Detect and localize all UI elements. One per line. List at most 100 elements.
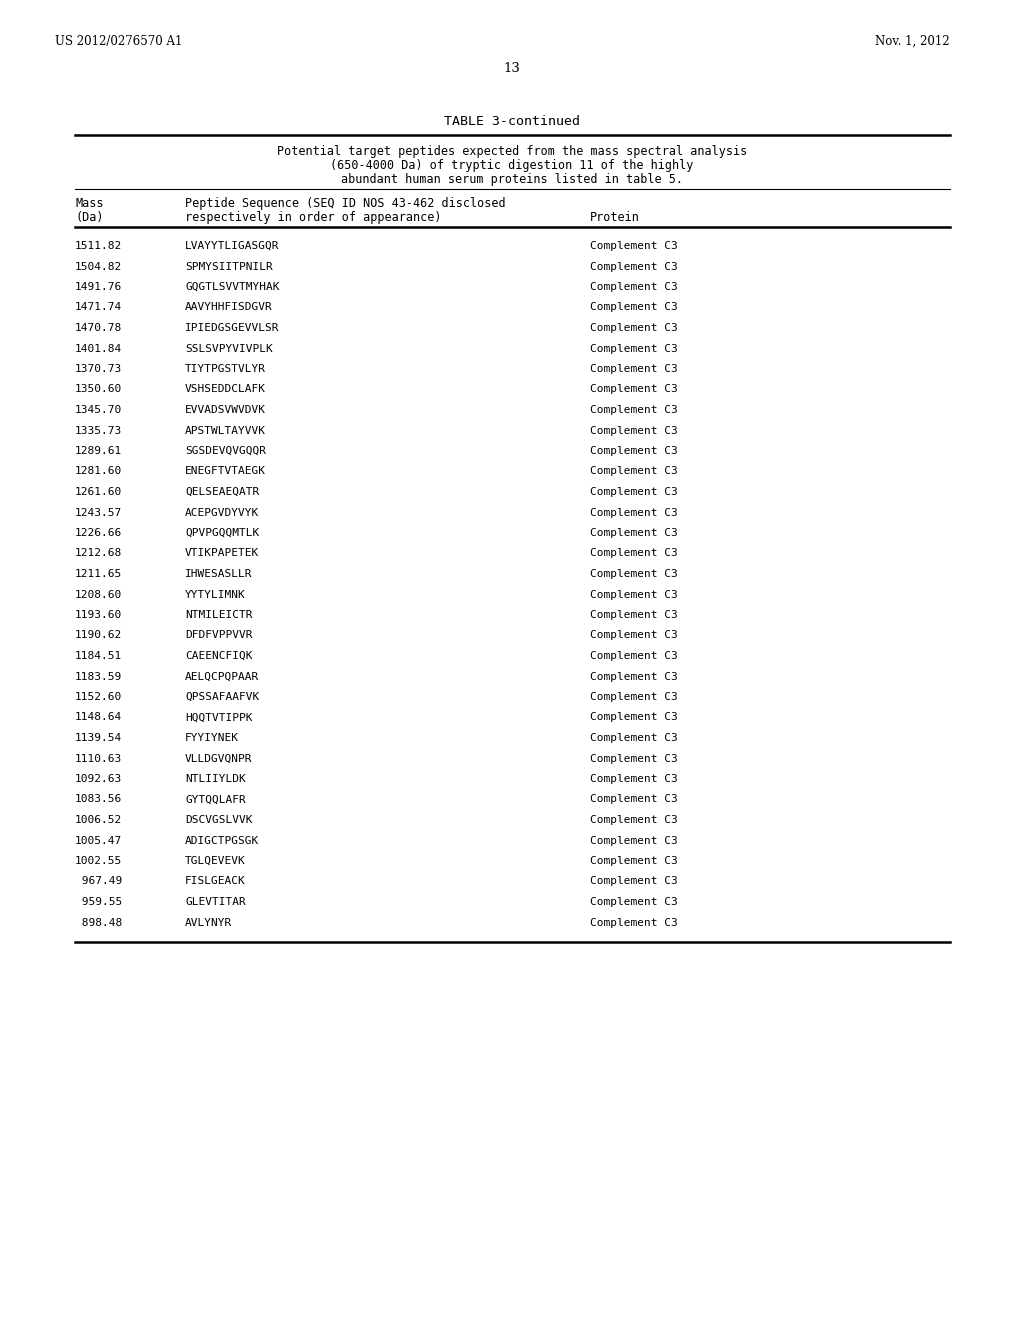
Text: Complement C3: Complement C3: [590, 405, 678, 414]
Text: Complement C3: Complement C3: [590, 692, 678, 702]
Text: SPMYSIITPNILR: SPMYSIITPNILR: [185, 261, 272, 272]
Text: Complement C3: Complement C3: [590, 384, 678, 395]
Text: EVVADSVWVDVK: EVVADSVWVDVK: [185, 405, 266, 414]
Text: NTMILEICTR: NTMILEICTR: [185, 610, 253, 620]
Text: Potential target peptides expected from the mass spectral analysis: Potential target peptides expected from …: [276, 145, 748, 158]
Text: FYYIYNEK: FYYIYNEK: [185, 733, 239, 743]
Text: DFDFVPPVVR: DFDFVPPVVR: [185, 631, 253, 640]
Text: Complement C3: Complement C3: [590, 549, 678, 558]
Text: 898.48: 898.48: [75, 917, 122, 928]
Text: 1281.60: 1281.60: [75, 466, 122, 477]
Text: AVLYNYR: AVLYNYR: [185, 917, 232, 928]
Text: SSLSVPYVIVPLK: SSLSVPYVIVPLK: [185, 343, 272, 354]
Text: Complement C3: Complement C3: [590, 672, 678, 681]
Text: DSCVGSLVVK: DSCVGSLVVK: [185, 814, 253, 825]
Text: 1139.54: 1139.54: [75, 733, 122, 743]
Text: Complement C3: Complement C3: [590, 446, 678, 455]
Text: (Da): (Da): [75, 211, 103, 224]
Text: 1401.84: 1401.84: [75, 343, 122, 354]
Text: ADIGCTPGSGK: ADIGCTPGSGK: [185, 836, 259, 846]
Text: Complement C3: Complement C3: [590, 795, 678, 804]
Text: Complement C3: Complement C3: [590, 425, 678, 436]
Text: 1350.60: 1350.60: [75, 384, 122, 395]
Text: Complement C3: Complement C3: [590, 282, 678, 292]
Text: Complement C3: Complement C3: [590, 836, 678, 846]
Text: VTIKPAPETEK: VTIKPAPETEK: [185, 549, 259, 558]
Text: 959.55: 959.55: [75, 898, 122, 907]
Text: 1511.82: 1511.82: [75, 242, 122, 251]
Text: QPVPGQQMTLK: QPVPGQQMTLK: [185, 528, 259, 539]
Text: LVAYYTLIGASGQR: LVAYYTLIGASGQR: [185, 242, 280, 251]
Text: TGLQEVEVK: TGLQEVEVK: [185, 855, 246, 866]
Text: Complement C3: Complement C3: [590, 261, 678, 272]
Text: Complement C3: Complement C3: [590, 590, 678, 599]
Text: APSTWLTAYVVK: APSTWLTAYVVK: [185, 425, 266, 436]
Text: Complement C3: Complement C3: [590, 733, 678, 743]
Text: 1370.73: 1370.73: [75, 364, 122, 374]
Text: AELQCPQPAAR: AELQCPQPAAR: [185, 672, 259, 681]
Text: ENEGFTVTAEGK: ENEGFTVTAEGK: [185, 466, 266, 477]
Text: QPSSAFAAFVK: QPSSAFAAFVK: [185, 692, 259, 702]
Text: 1005.47: 1005.47: [75, 836, 122, 846]
Text: 13: 13: [504, 62, 520, 75]
Text: TIYTPGSTVLYR: TIYTPGSTVLYR: [185, 364, 266, 374]
Text: QELSEAEQATR: QELSEAEQATR: [185, 487, 259, 498]
Text: 1504.82: 1504.82: [75, 261, 122, 272]
Text: 1491.76: 1491.76: [75, 282, 122, 292]
Text: VSHSEDDCLAFK: VSHSEDDCLAFK: [185, 384, 266, 395]
Text: Complement C3: Complement C3: [590, 754, 678, 763]
Text: Complement C3: Complement C3: [590, 242, 678, 251]
Text: Complement C3: Complement C3: [590, 302, 678, 313]
Text: 1261.60: 1261.60: [75, 487, 122, 498]
Text: Complement C3: Complement C3: [590, 343, 678, 354]
Text: Complement C3: Complement C3: [590, 876, 678, 887]
Text: FISLGEACK: FISLGEACK: [185, 876, 246, 887]
Text: 1002.55: 1002.55: [75, 855, 122, 866]
Text: 1083.56: 1083.56: [75, 795, 122, 804]
Text: 1193.60: 1193.60: [75, 610, 122, 620]
Text: 1211.65: 1211.65: [75, 569, 122, 579]
Text: GYTQQLAFR: GYTQQLAFR: [185, 795, 246, 804]
Text: GLEVTITAR: GLEVTITAR: [185, 898, 246, 907]
Text: Complement C3: Complement C3: [590, 898, 678, 907]
Text: GQGTLSVVTMYHAK: GQGTLSVVTMYHAK: [185, 282, 280, 292]
Text: 1152.60: 1152.60: [75, 692, 122, 702]
Text: 1470.78: 1470.78: [75, 323, 122, 333]
Text: 1212.68: 1212.68: [75, 549, 122, 558]
Text: Complement C3: Complement C3: [590, 466, 678, 477]
Text: 1148.64: 1148.64: [75, 713, 122, 722]
Text: 1184.51: 1184.51: [75, 651, 122, 661]
Text: Protein: Protein: [590, 211, 640, 224]
Text: Complement C3: Complement C3: [590, 569, 678, 579]
Text: Complement C3: Complement C3: [590, 651, 678, 661]
Text: Mass: Mass: [75, 197, 103, 210]
Text: 1471.74: 1471.74: [75, 302, 122, 313]
Text: 1243.57: 1243.57: [75, 507, 122, 517]
Text: Peptide Sequence (SEQ ID NOS 43-462 disclosed: Peptide Sequence (SEQ ID NOS 43-462 disc…: [185, 197, 506, 210]
Text: Complement C3: Complement C3: [590, 610, 678, 620]
Text: Complement C3: Complement C3: [590, 364, 678, 374]
Text: Complement C3: Complement C3: [590, 855, 678, 866]
Text: 1110.63: 1110.63: [75, 754, 122, 763]
Text: Nov. 1, 2012: Nov. 1, 2012: [876, 36, 950, 48]
Text: IPIEDGSGEVVLSR: IPIEDGSGEVVLSR: [185, 323, 280, 333]
Text: Complement C3: Complement C3: [590, 507, 678, 517]
Text: Complement C3: Complement C3: [590, 774, 678, 784]
Text: NTLIIYLDK: NTLIIYLDK: [185, 774, 246, 784]
Text: US 2012/0276570 A1: US 2012/0276570 A1: [55, 36, 182, 48]
Text: TABLE 3-continued: TABLE 3-continued: [444, 115, 580, 128]
Text: Complement C3: Complement C3: [590, 631, 678, 640]
Text: 1006.52: 1006.52: [75, 814, 122, 825]
Text: 1335.73: 1335.73: [75, 425, 122, 436]
Text: YYTYLIMNK: YYTYLIMNK: [185, 590, 246, 599]
Text: AAVYHHFISDGVR: AAVYHHFISDGVR: [185, 302, 272, 313]
Text: 1190.62: 1190.62: [75, 631, 122, 640]
Text: VLLDGVQNPR: VLLDGVQNPR: [185, 754, 253, 763]
Text: 967.49: 967.49: [75, 876, 122, 887]
Text: Complement C3: Complement C3: [590, 713, 678, 722]
Text: 1289.61: 1289.61: [75, 446, 122, 455]
Text: ACEPGVDYVYK: ACEPGVDYVYK: [185, 507, 259, 517]
Text: Complement C3: Complement C3: [590, 814, 678, 825]
Text: 1226.66: 1226.66: [75, 528, 122, 539]
Text: 1345.70: 1345.70: [75, 405, 122, 414]
